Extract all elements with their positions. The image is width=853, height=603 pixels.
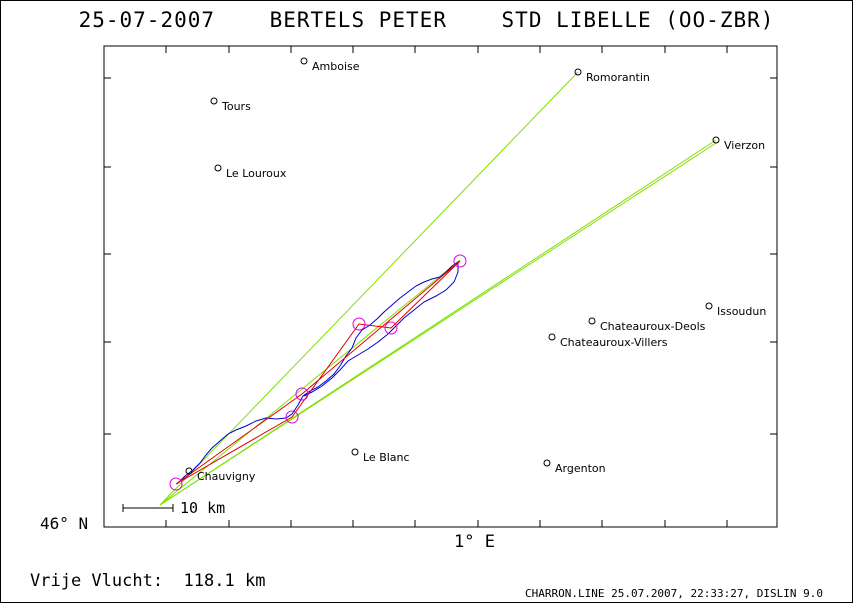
- place-marker: [548, 333, 556, 341]
- scale-label: 10 km: [180, 499, 226, 517]
- flight-track: [176, 261, 459, 485]
- sector-lines: [159, 71, 717, 506]
- turnpoint-circle: [295, 387, 309, 401]
- turnpoints: [169, 254, 467, 491]
- sector-line: [159, 259, 461, 506]
- place-label: Romorantin: [586, 71, 650, 84]
- free-flight-distance: Vrije Vlucht: 118.1 km: [30, 571, 265, 591]
- task-leg: [175, 260, 461, 485]
- place-label: Vierzon: [724, 139, 765, 152]
- place-marker: [214, 164, 222, 172]
- place-label: Le Blanc: [363, 451, 410, 464]
- scale-bar: [122, 504, 174, 512]
- place-label: Chauvigny: [197, 470, 256, 483]
- sector-line: [159, 142, 717, 506]
- task-route: [175, 260, 461, 485]
- place-marker: [705, 302, 713, 310]
- place-label: Argenton: [555, 462, 606, 475]
- place-marker: [588, 317, 596, 325]
- distance-caption: Vrije Vlucht:: [30, 571, 164, 591]
- place-label: Amboise: [312, 60, 360, 73]
- place-label: Tours: [221, 100, 251, 113]
- place-label: Chateauroux-Villers: [560, 336, 668, 349]
- place-label: Le Louroux: [226, 167, 287, 180]
- axis-ticks: [104, 46, 777, 527]
- place-label: Issoudun: [717, 305, 766, 318]
- place-marker: [574, 68, 582, 76]
- sector-line: [159, 71, 579, 506]
- turnpoint-circle: [169, 477, 183, 491]
- place-marker: [543, 459, 551, 467]
- longitude-label: 1° E: [454, 532, 495, 552]
- place-marker: [351, 448, 359, 456]
- map-frame: [103, 45, 778, 528]
- place-label: Chateauroux-Deols: [600, 320, 706, 333]
- turnpoint-circle: [384, 321, 398, 335]
- footer-info: CHARRON.LINE 25.07.2007, 22:33:27, DISLI…: [524, 587, 823, 600]
- track-line: [176, 261, 459, 485]
- place-marker: [300, 57, 308, 65]
- place-marker: [712, 136, 720, 144]
- place-marker: [210, 97, 218, 105]
- turnpoint-circle: [453, 254, 467, 268]
- distance-value: 118.1 km: [183, 571, 266, 591]
- turnpoint-circle: [285, 410, 299, 424]
- place-marker: [185, 467, 193, 475]
- chart-title: 25-07-2007 BERTELS PETER STD LIBELLE (OO…: [78, 8, 775, 32]
- latitude-label: 46° N: [40, 514, 89, 533]
- turnpoint-circle: [352, 317, 366, 331]
- place-markers: Amboise Romorantin Tours Vierzon Le Louroux I…: [185, 57, 766, 483]
